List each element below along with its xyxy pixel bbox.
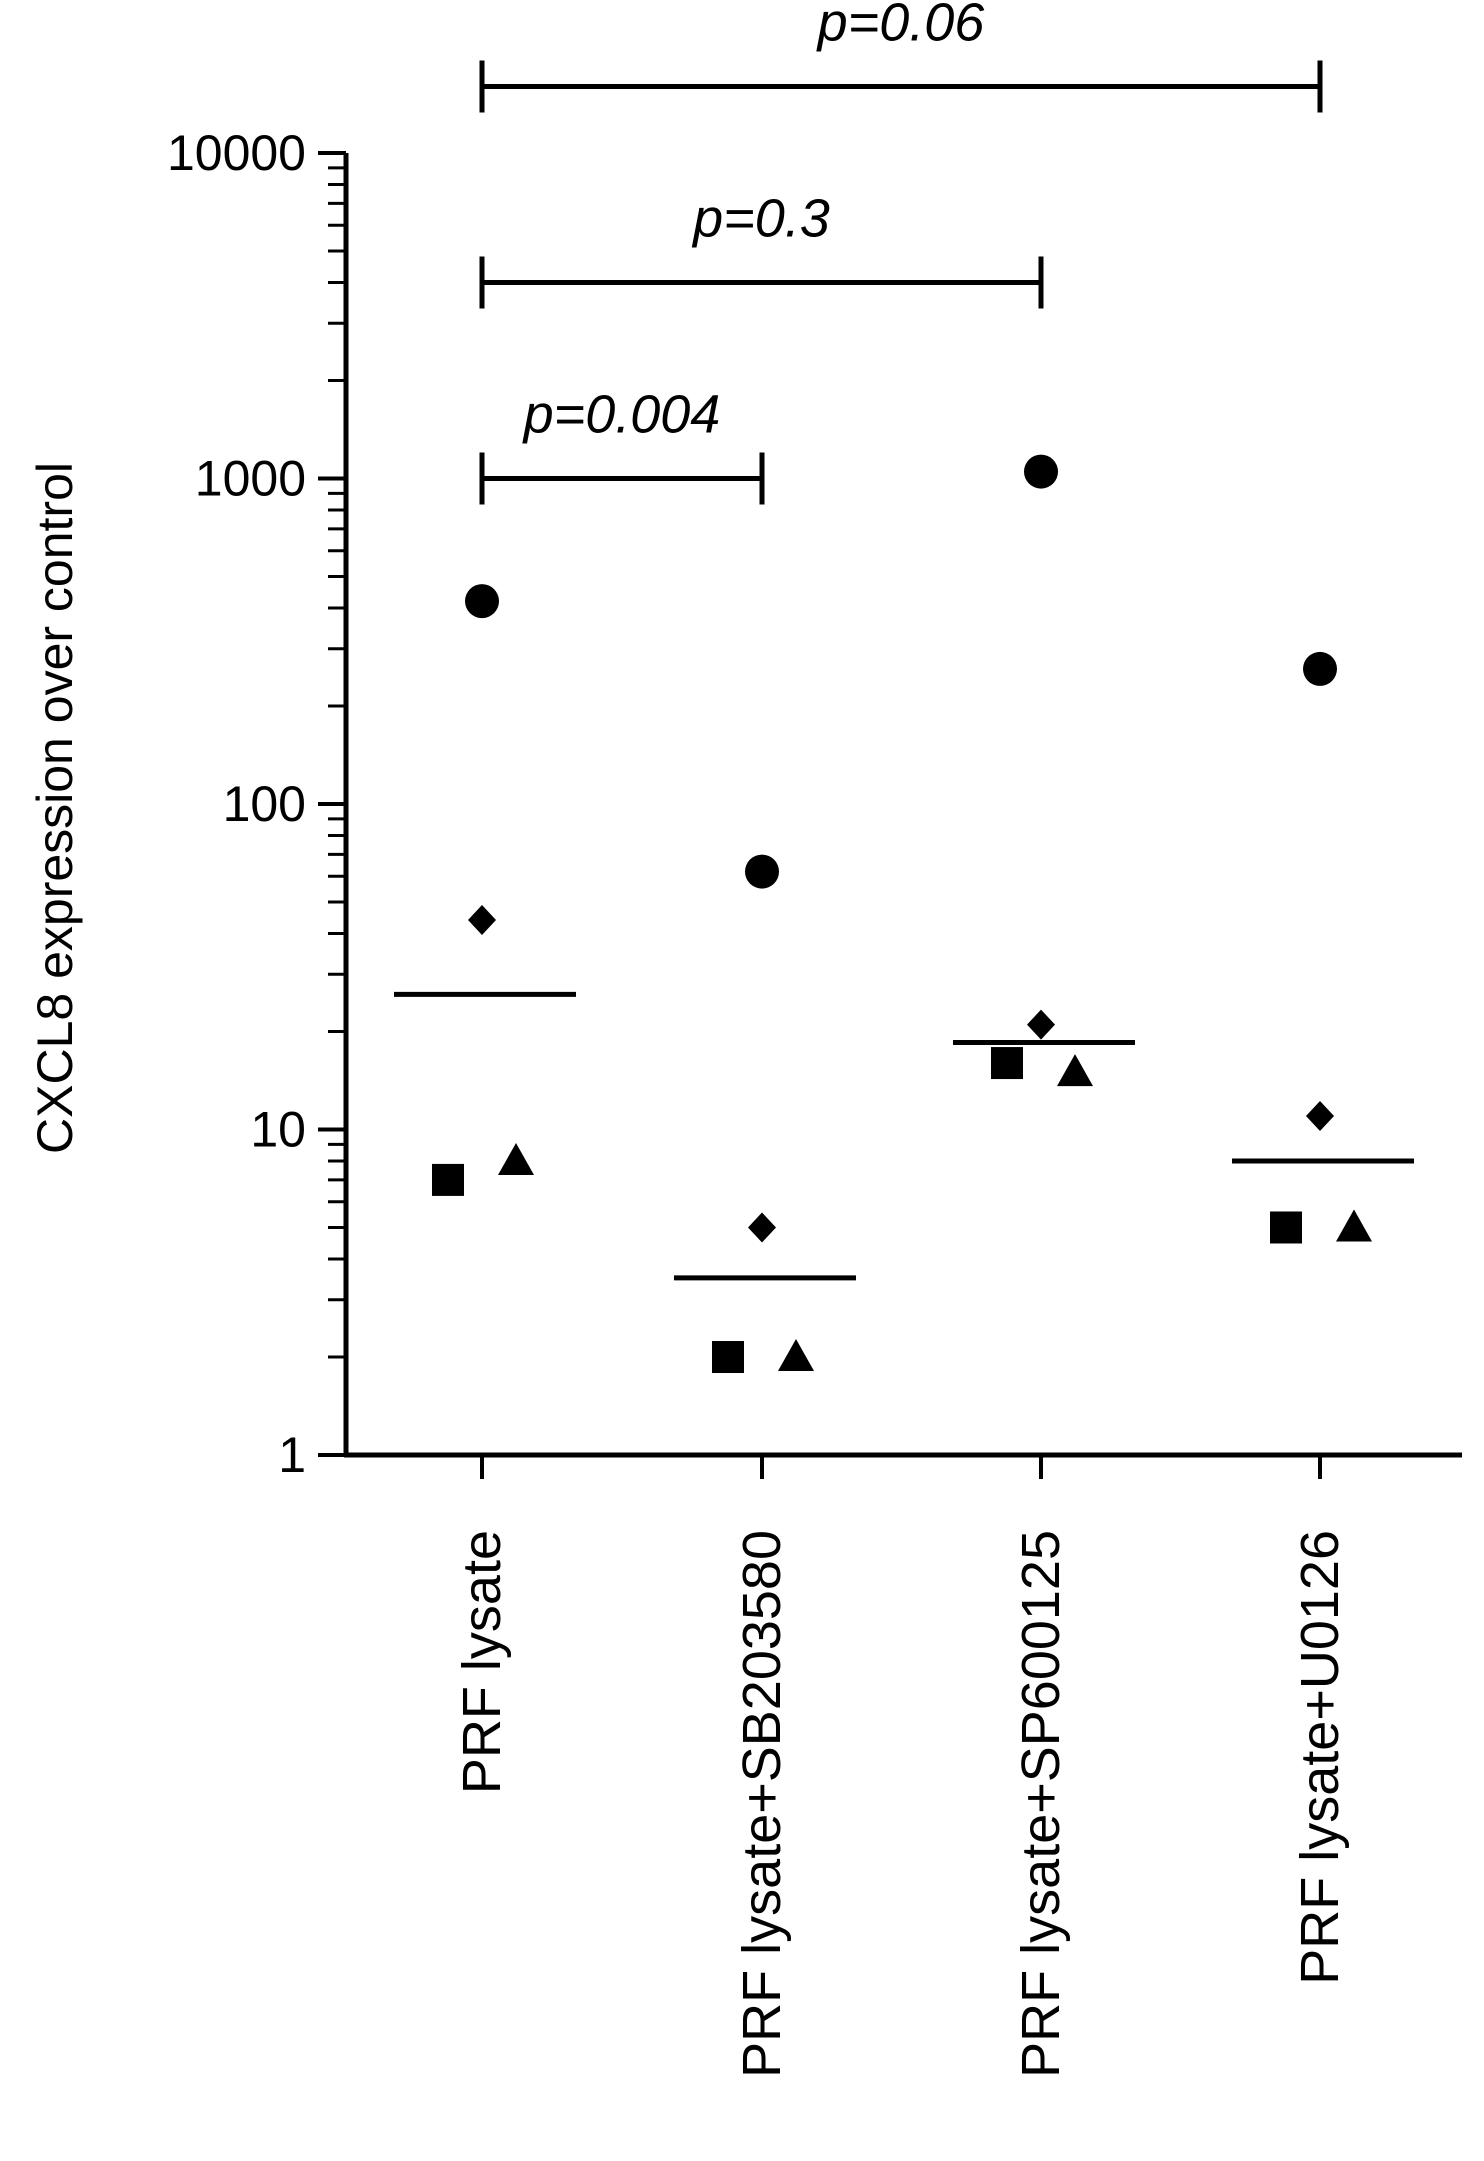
data-point-triangle (778, 1339, 814, 1372)
p-value-label: p=0.06 (816, 0, 986, 53)
significance-brackets: p=0.004 p=0.3 p=0.06 (479, 0, 1323, 505)
data-point-circle (465, 584, 499, 619)
y-tick-label: 1000 (195, 451, 306, 507)
category-label: PRF lysate (452, 1530, 512, 1794)
data-point-square (712, 1341, 744, 1374)
data-point-square (432, 1163, 464, 1196)
data-point-diamond (748, 1212, 776, 1243)
data-point-square (991, 1047, 1023, 1080)
category-label: PRF lysate+SB203580 (732, 1530, 792, 2078)
data-points (432, 454, 1372, 1374)
y-tick-labels: 1 10 100 1000 10000 (167, 125, 306, 1483)
data-point-circle (1303, 651, 1337, 686)
category-labels: PRF lysate PRF lysate+SB203580 PRF lysate+… (452, 1530, 1350, 2078)
y-major-ticks (318, 151, 346, 1457)
data-point-square (1270, 1211, 1302, 1244)
y-tick-label: 1 (278, 1427, 306, 1483)
y-tick-label: 10 (250, 1102, 306, 1158)
category-label: PRF lysate+U0126 (1290, 1530, 1350, 1985)
p-value-label: p=0.3 (691, 189, 830, 249)
data-point-diamond (1027, 1009, 1055, 1040)
data-point-diamond (468, 905, 496, 936)
p-value-label: p=0.004 (522, 385, 721, 445)
data-point-triangle (1336, 1209, 1372, 1242)
category-label: PRF lysate+SP600125 (1011, 1530, 1071, 2078)
data-point-triangle (1057, 1054, 1093, 1087)
y-tick-label: 10000 (167, 125, 306, 181)
y-tick-label: 100 (223, 776, 306, 832)
y-minor-ticks (328, 166, 346, 1359)
data-point-diamond (1306, 1101, 1334, 1132)
data-point-triangle (498, 1143, 534, 1176)
x-ticks (480, 1455, 1322, 1479)
y-axis-title: CXCL8 expression over control (27, 462, 83, 1154)
median-lines (394, 991, 1414, 1281)
data-point-circle (1024, 454, 1058, 489)
data-point-circle (745, 854, 779, 889)
